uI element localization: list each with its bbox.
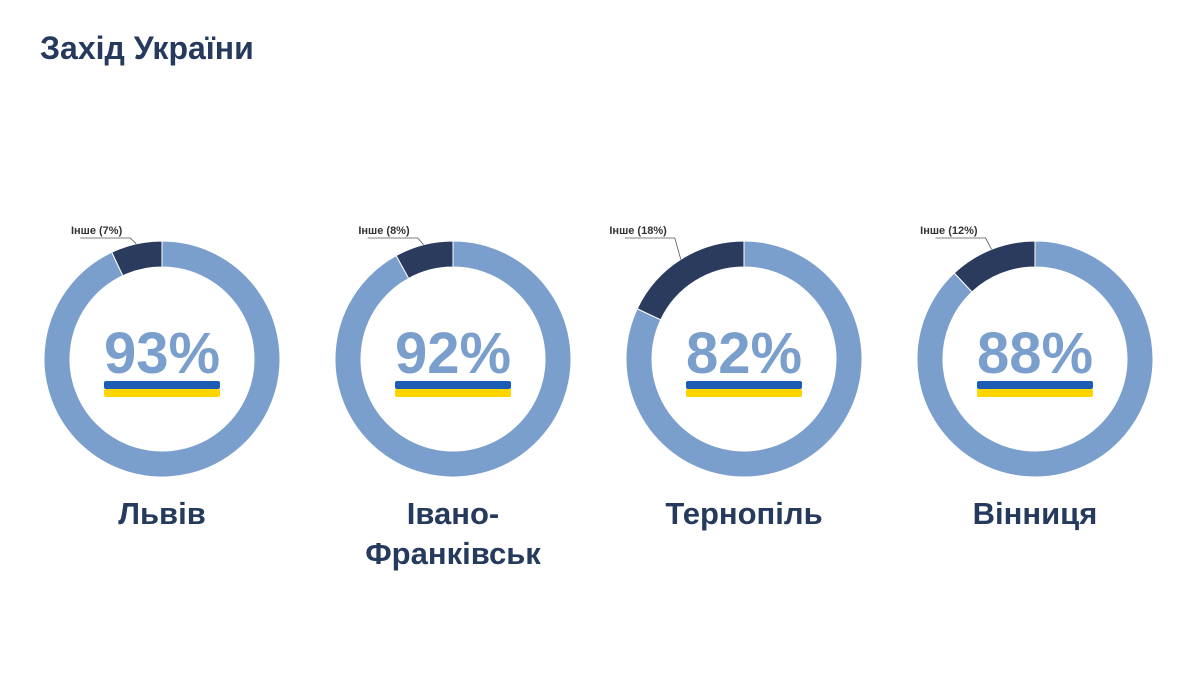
donut-other-slice — [953, 240, 1036, 293]
slice-label: Інше (18%) — [609, 225, 667, 237]
flag-yellow-stripe — [686, 389, 802, 397]
city-name: Вінниця — [973, 496, 1098, 531]
slice-label: Інше (7%) — [71, 225, 123, 237]
donut-other-slice — [395, 240, 454, 280]
donut-main-slice — [43, 240, 281, 478]
leader-line — [80, 237, 137, 245]
donut-main-slice — [334, 240, 572, 478]
flag-yellow-stripe — [104, 389, 220, 397]
leader-line — [624, 237, 682, 260]
donut-other-slice — [636, 240, 745, 321]
donut-other-slice — [111, 240, 163, 277]
flag-yellow-stripe — [977, 389, 1093, 397]
city-name: Франківськ — [365, 536, 541, 571]
leader-line — [367, 237, 424, 245]
slice-label: Інше (12%) — [920, 225, 978, 237]
center-percent: 88% — [977, 321, 1093, 386]
flag-yellow-stripe — [395, 389, 511, 397]
flag-blue-stripe — [977, 381, 1093, 389]
center-percent: 92% — [395, 321, 511, 386]
city-name: Тернопіль — [665, 496, 822, 531]
page-title: Захід України — [40, 30, 254, 66]
flag-blue-stripe — [395, 381, 511, 389]
slice-label: Інше (8%) — [358, 225, 410, 237]
flag-blue-stripe — [686, 381, 802, 389]
center-percent: 82% — [686, 321, 802, 386]
leader-line — [935, 237, 992, 250]
center-percent: 93% — [104, 321, 220, 386]
city-name: Івано- — [407, 496, 500, 531]
donut-main-slice — [625, 240, 863, 478]
city-name: Львів — [118, 496, 206, 531]
flag-blue-stripe — [104, 381, 220, 389]
donut-main-slice — [916, 240, 1154, 478]
